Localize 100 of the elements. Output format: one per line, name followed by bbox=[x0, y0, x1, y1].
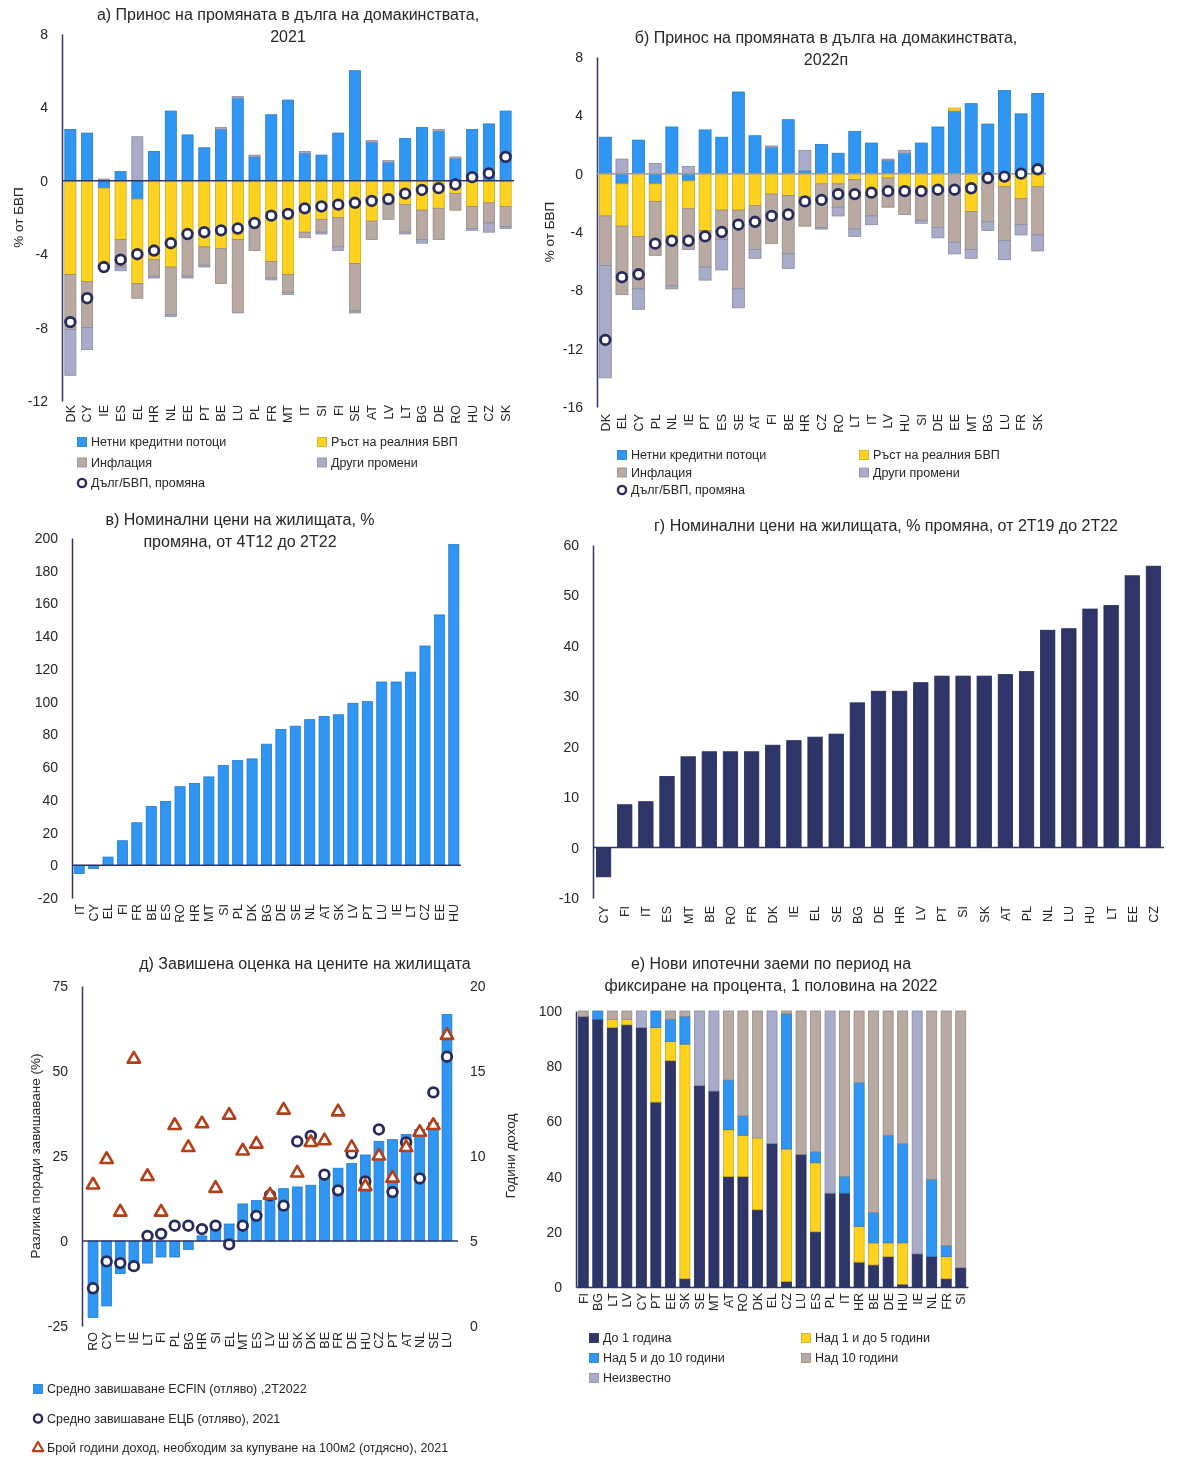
legend-label: Други промени bbox=[873, 465, 960, 480]
x-tick-label: RO bbox=[736, 1292, 751, 1312]
x-tick-label: FI bbox=[576, 1293, 591, 1305]
x-tick-label: SI bbox=[914, 414, 929, 426]
x-tick-label: BE bbox=[702, 906, 717, 923]
x-tick-label: IT bbox=[72, 903, 87, 916]
x-tick-label: SE bbox=[692, 1293, 707, 1310]
x-tick-label: LU bbox=[1062, 906, 1077, 922]
legend-label: Средно завишаване ЕЦБ (отляво), 2021 bbox=[47, 1411, 281, 1426]
y-tick-label: -25 bbox=[47, 1317, 69, 1334]
x-tick-label: DE bbox=[881, 1293, 896, 1311]
x-tick-label: SE bbox=[731, 414, 746, 431]
x-tick-label: SK bbox=[499, 404, 513, 422]
x-tick-label: ES bbox=[660, 906, 675, 923]
y-tick-label: 8 bbox=[575, 48, 584, 65]
x-tick-label: CY bbox=[596, 905, 611, 924]
x-tick-label: SK bbox=[331, 903, 346, 921]
legend-label: Дълг/БВП, промяна bbox=[91, 476, 206, 491]
x-tick-label: HU bbox=[1083, 906, 1098, 925]
x-tick-label: BG bbox=[415, 405, 430, 424]
x-tick-label: EL bbox=[222, 1331, 237, 1348]
x-tick-label: SK bbox=[977, 905, 992, 923]
legend-label: Ръст на реалния БВП bbox=[873, 448, 1000, 463]
x-tick-label: PT bbox=[360, 903, 375, 920]
x-tick-label: SE bbox=[288, 904, 303, 921]
legend-label: Други промени bbox=[331, 455, 418, 470]
x-tick-label: FR bbox=[130, 904, 145, 921]
x-tick-label: AT bbox=[748, 413, 763, 430]
x-tick-label: FR bbox=[331, 1332, 346, 1349]
x-tick-label: EE bbox=[1125, 906, 1140, 923]
x-tick-label: LV bbox=[914, 905, 929, 921]
x-tick-label: PT bbox=[197, 404, 212, 421]
x-tick-label: IT bbox=[639, 905, 654, 918]
legend-label: Брой години доход, необходим за купуване на 100м2 (отдясно), 2021 bbox=[47, 1441, 449, 1456]
x-tick-label: BE bbox=[867, 1293, 881, 1310]
x-tick-label: MT bbox=[681, 905, 696, 925]
x-tick-label: CZ bbox=[372, 1331, 387, 1349]
x-tick-label: DE bbox=[871, 906, 886, 924]
y-tick-label: 75 bbox=[52, 977, 69, 994]
y-tick-label: 0 bbox=[571, 839, 580, 856]
y-tick-label: 20 bbox=[563, 738, 580, 755]
y-tick-label: 40 bbox=[546, 1168, 563, 1185]
y-tick-label: 0 bbox=[40, 172, 49, 189]
y-tick-label: -4 bbox=[35, 246, 49, 263]
y-tick-label: 80 bbox=[546, 1058, 563, 1075]
legend-label: Дълг/БВП, промяна bbox=[631, 483, 746, 498]
x-tick-label: DK bbox=[245, 903, 260, 922]
x-tick-label: FI bbox=[618, 906, 633, 918]
y-tick-label: 0 bbox=[50, 857, 59, 874]
x-tick-label: NL bbox=[925, 1292, 940, 1309]
x-tick-label: HU bbox=[896, 1293, 911, 1312]
x-tick-label: LT bbox=[140, 1331, 155, 1346]
x-tick-label: RO bbox=[86, 1331, 101, 1351]
x-tick-label: BE bbox=[144, 904, 159, 921]
x-tick-label: FI bbox=[764, 414, 779, 426]
x-tick-label: AT bbox=[317, 903, 332, 920]
y-tick-label: 60 bbox=[563, 536, 580, 553]
x-tick-label: DE bbox=[432, 405, 447, 423]
y-tick-label: 200 bbox=[34, 529, 59, 546]
x-tick-label: LV bbox=[881, 413, 896, 429]
x-tick-label: PT bbox=[935, 905, 950, 922]
x-tick-label: IT bbox=[113, 1331, 128, 1344]
y-tick-label: 4 bbox=[575, 107, 584, 124]
x-tick-label: AT bbox=[399, 1331, 414, 1348]
x-tick-label: DE bbox=[345, 1332, 360, 1350]
x-tick-label: FI bbox=[154, 1332, 169, 1344]
x-tick-label: LT bbox=[398, 404, 413, 419]
x-tick-label: SE bbox=[348, 405, 363, 422]
y-tick-label: 40 bbox=[42, 791, 59, 808]
y-tick-label: 60 bbox=[42, 759, 59, 776]
x-tick-label: LU bbox=[997, 414, 1012, 430]
x-tick-label: EE bbox=[663, 1293, 678, 1310]
x-tick-label: AT bbox=[365, 404, 380, 421]
y-tick-label: 120 bbox=[34, 660, 59, 677]
x-tick-label: BG bbox=[181, 1332, 196, 1351]
x-tick-label: DK bbox=[63, 404, 78, 423]
x-tick-label: SI bbox=[216, 904, 231, 916]
y-tick-label: 25 bbox=[52, 1147, 69, 1164]
y-tick-label: 60 bbox=[546, 1113, 563, 1130]
x-tick-label: LU bbox=[440, 1332, 455, 1348]
x-tick-label: IT bbox=[837, 1292, 852, 1305]
x-tick-label: LV bbox=[346, 903, 361, 919]
x-tick-label: EL bbox=[615, 413, 630, 430]
chart-title: е) Нови ипотечни заеми по период на фиксиране на процента, 1 половина на 2022 bbox=[604, 954, 938, 994]
y-tick-label: 160 bbox=[34, 595, 59, 612]
x-tick-label: EL bbox=[808, 905, 823, 922]
x-tick-label: ES bbox=[249, 1332, 264, 1349]
y-axis-title: % от БВП bbox=[541, 201, 557, 263]
x-tick-label: FR bbox=[939, 1293, 954, 1310]
x-tick-label: LT bbox=[1104, 905, 1119, 920]
x-tick-label: SE bbox=[426, 1332, 441, 1349]
x-tick-label: ES bbox=[808, 1293, 823, 1310]
y-tick-label: 30 bbox=[563, 688, 580, 705]
x-tick-label: SK bbox=[678, 1292, 693, 1310]
x-tick-label: IT bbox=[864, 413, 879, 426]
legend-label: Ръст на реалния БВП bbox=[331, 435, 458, 450]
x-tick-label: PL bbox=[247, 404, 262, 421]
legend-label: Неизвестно bbox=[603, 1371, 672, 1386]
y-tick-label: -8 bbox=[35, 319, 49, 336]
x-tick-label: LT bbox=[848, 413, 863, 428]
